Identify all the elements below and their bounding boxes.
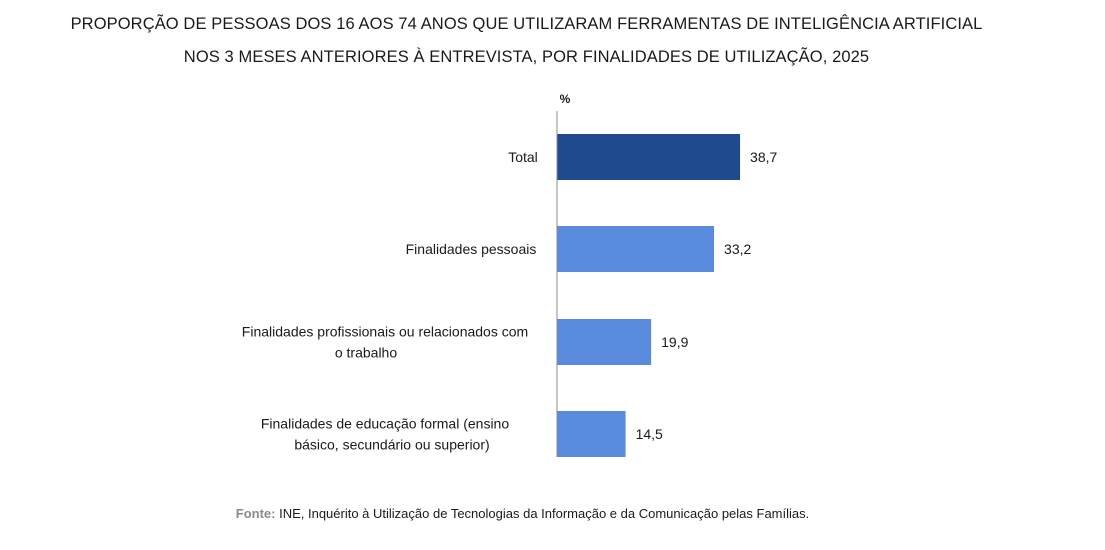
chart-title-line-1: PROPORÇÃO DE PESSOAS DOS 16 AOS 74 ANOS … [70,15,983,33]
source-label: Fonte: [235,506,276,521]
category-label-line: Finalidades pessoais [406,241,537,257]
source-note: Fonte: INE, Inquérito à Utilização de Te… [0,506,1045,521]
bar-4 [557,411,626,457]
bar-3 [557,319,652,365]
category-label-line: o trabalho [335,345,397,361]
category-label-2: Finalidades pessoais [406,241,537,257]
category-label-3: Finalidades profissionais ou relacionado… [242,324,528,361]
category-label-line: Finalidades de educação formal (ensino [261,416,509,432]
category-label-1: Total [508,149,538,165]
data-label-1: 38,7 [750,149,777,165]
chart-title-line-2: NOS 3 MESES ANTERIORES À ENTREVISTA, POR… [183,48,870,66]
category-label-line: básico, secundário ou superior) [294,437,489,453]
category-label-4: Finalidades de educação formal (ensino bá… [261,416,509,453]
data-label-4: 14,5 [636,426,663,442]
category-label-line: Total [508,149,538,165]
category-label-line: Finalidades profissionais ou relacionado… [242,324,528,340]
unit-label: % [560,92,571,106]
source-text: INE, Inquérito à Utilização de Tecnologi… [275,506,810,521]
bar-2 [557,226,715,272]
bar-1 [557,134,741,180]
data-label-2: 33,2 [724,241,751,257]
data-label-3: 19,9 [661,334,688,350]
